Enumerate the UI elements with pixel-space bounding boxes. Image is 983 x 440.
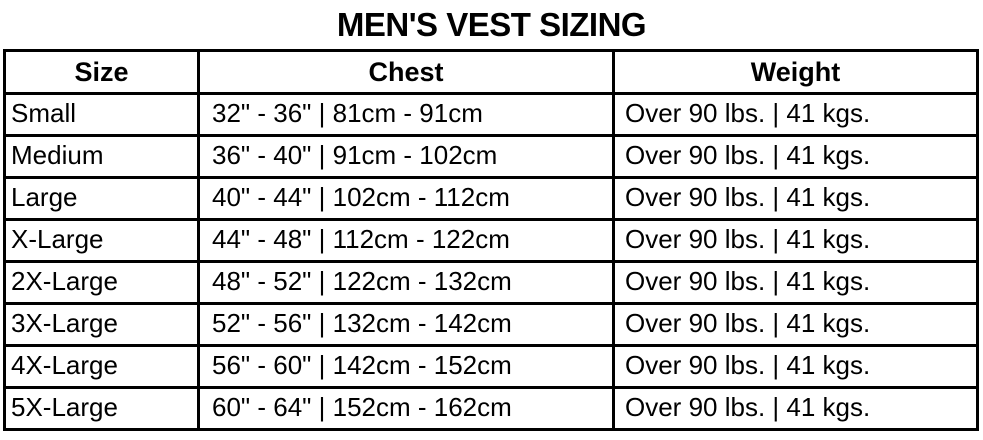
size-cell: Small: [3, 92, 200, 137]
weight-cell: Over 90 lbs. | 41 kgs.: [612, 386, 979, 431]
weight-cell: Over 90 lbs. | 41 kgs.: [612, 92, 979, 137]
size-cell: 5X-Large: [3, 386, 200, 431]
table-row: 4X-Large 56" - 60" | 142cm - 152cm Over …: [3, 344, 979, 389]
column-header-weight: Weight: [612, 49, 979, 95]
chest-cell: 36" - 40" | 91cm - 102cm: [197, 134, 615, 179]
chest-cell: 48" - 52" | 122cm - 132cm: [197, 260, 615, 305]
size-cell: Large: [3, 176, 200, 221]
size-cell: 2X-Large: [3, 260, 200, 305]
table-row: 2X-Large 48" - 52" | 122cm - 132cm Over …: [3, 260, 979, 305]
table-row: 5X-Large 60" - 64" | 152cm - 162cm Over …: [3, 386, 979, 431]
table-row: X-Large 44" - 48" | 112cm - 122cm Over 9…: [3, 218, 979, 263]
size-cell: X-Large: [3, 218, 200, 263]
chest-cell: 60" - 64" | 152cm - 162cm: [197, 386, 615, 431]
table-row: Large 40" - 44" | 102cm - 112cm Over 90 …: [3, 176, 979, 221]
weight-cell: Over 90 lbs. | 41 kgs.: [612, 344, 979, 389]
chest-cell: 32" - 36" | 81cm - 91cm: [197, 92, 615, 137]
sizing-table: Size Chest Weight Small 32" - 36" | 81cm…: [3, 49, 979, 431]
chest-cell: 56" - 60" | 142cm - 152cm: [197, 344, 615, 389]
header-row: Size Chest Weight: [3, 49, 979, 95]
table-row: Small 32" - 36" | 81cm - 91cm Over 90 lb…: [3, 92, 979, 137]
weight-cell: Over 90 lbs. | 41 kgs.: [612, 134, 979, 179]
chest-cell: 44" - 48" | 112cm - 122cm: [197, 218, 615, 263]
sizing-chart-page: MEN'S VEST SIZING Size Chest Weight Smal…: [0, 4, 983, 431]
size-cell: Medium: [3, 134, 200, 179]
table-row: Medium 36" - 40" | 91cm - 102cm Over 90 …: [3, 134, 979, 179]
column-header-size: Size: [3, 49, 200, 95]
size-cell: 4X-Large: [3, 344, 200, 389]
weight-cell: Over 90 lbs. | 41 kgs.: [612, 260, 979, 305]
table-row: 3X-Large 52" - 56" | 132cm - 142cm Over …: [3, 302, 979, 347]
chest-cell: 52" - 56" | 132cm - 142cm: [197, 302, 615, 347]
weight-cell: Over 90 lbs. | 41 kgs.: [612, 176, 979, 221]
weight-cell: Over 90 lbs. | 41 kgs.: [612, 302, 979, 347]
size-cell: 3X-Large: [3, 302, 200, 347]
chest-cell: 40" - 44" | 102cm - 112cm: [197, 176, 615, 221]
page-title: MEN'S VEST SIZING: [336, 6, 647, 43]
weight-cell: Over 90 lbs. | 41 kgs.: [612, 218, 979, 263]
column-header-chest: Chest: [197, 49, 615, 95]
